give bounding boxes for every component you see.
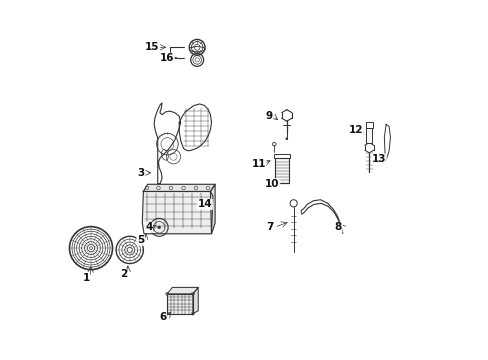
Text: 4: 4 bbox=[145, 222, 152, 232]
Text: 10: 10 bbox=[264, 179, 279, 189]
Polygon shape bbox=[143, 184, 215, 192]
Circle shape bbox=[158, 226, 160, 229]
Polygon shape bbox=[192, 287, 198, 314]
Polygon shape bbox=[167, 287, 198, 294]
Text: 8: 8 bbox=[334, 222, 342, 232]
Text: 6: 6 bbox=[159, 312, 166, 322]
Text: 1: 1 bbox=[82, 273, 89, 283]
Circle shape bbox=[285, 138, 287, 140]
Bar bbox=[275, 158, 288, 183]
Bar bbox=[365, 122, 372, 129]
Text: 13: 13 bbox=[371, 154, 386, 164]
Text: 3: 3 bbox=[137, 168, 144, 178]
Polygon shape bbox=[210, 184, 215, 234]
Text: 14: 14 bbox=[197, 199, 212, 210]
Text: 7: 7 bbox=[266, 222, 273, 232]
Text: 12: 12 bbox=[348, 125, 363, 135]
Text: 2: 2 bbox=[120, 269, 127, 279]
Text: 16: 16 bbox=[160, 53, 174, 63]
Text: 11: 11 bbox=[251, 159, 265, 169]
Polygon shape bbox=[142, 192, 212, 234]
Bar bbox=[167, 294, 192, 314]
Bar bbox=[273, 154, 290, 158]
Bar bbox=[366, 129, 371, 143]
Text: 5: 5 bbox=[137, 235, 144, 245]
Text: 9: 9 bbox=[265, 111, 272, 121]
Text: 15: 15 bbox=[145, 42, 159, 52]
